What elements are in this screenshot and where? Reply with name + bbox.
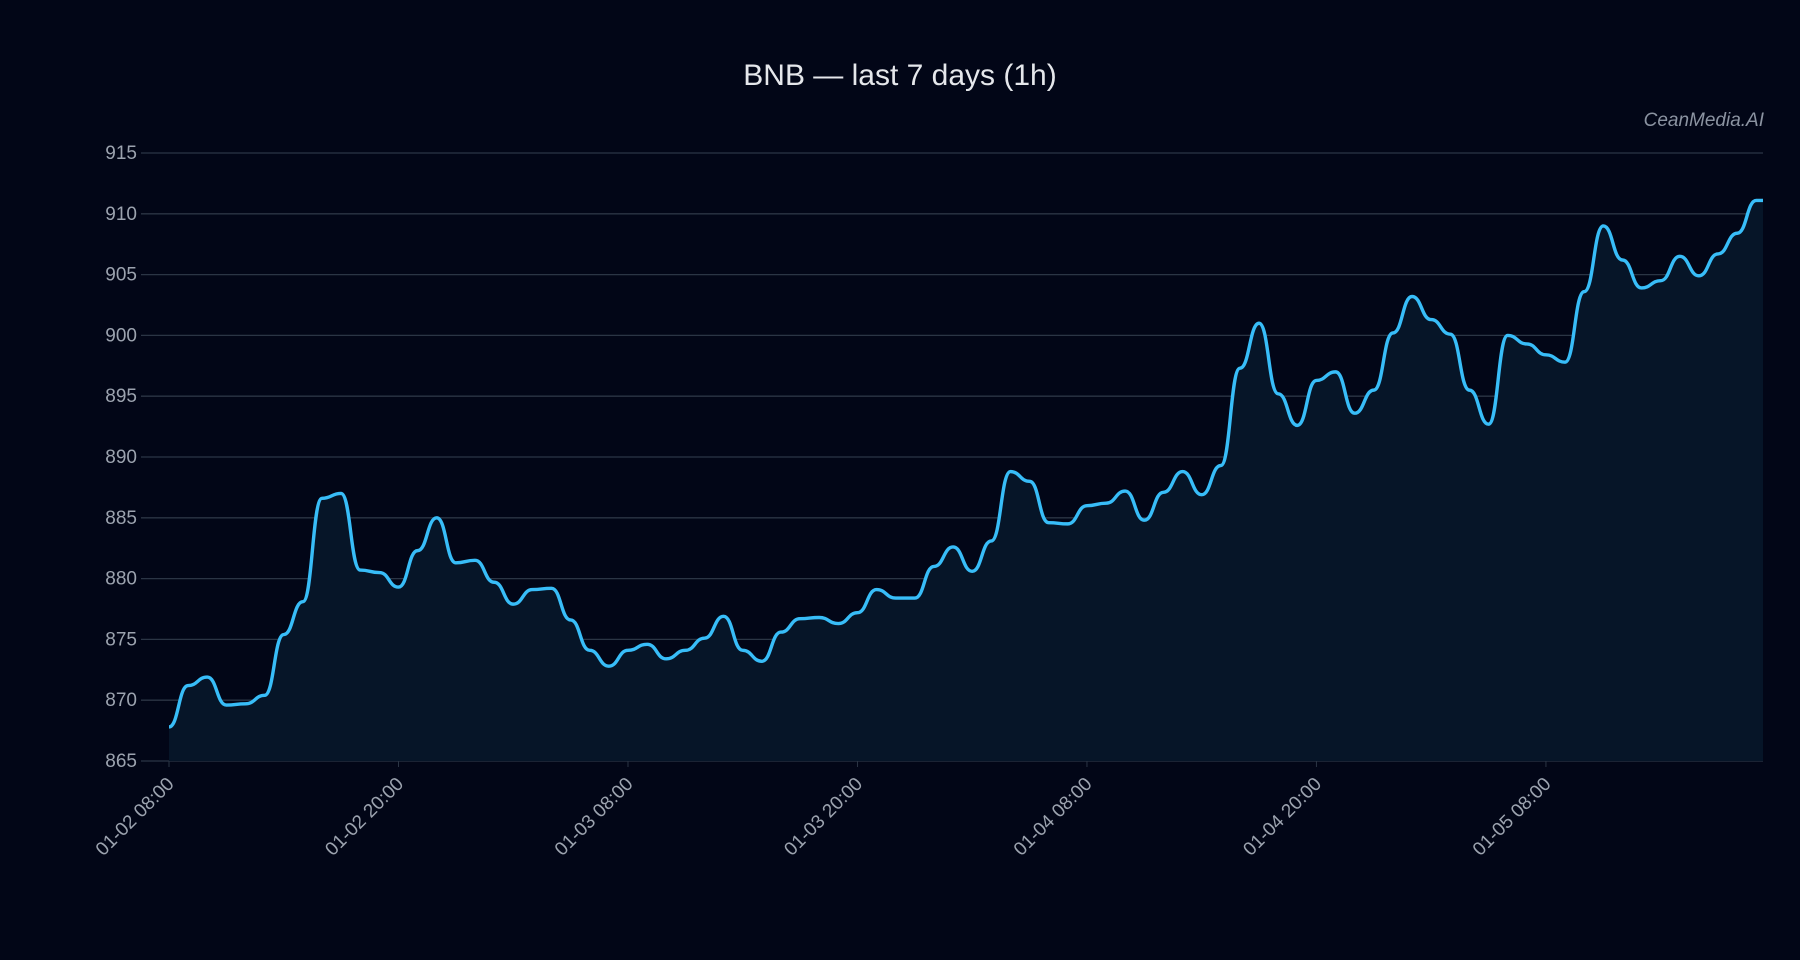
price-area	[169, 200, 1763, 761]
y-tick-label: 890	[105, 447, 137, 468]
y-tick-label: 880	[105, 569, 137, 590]
y-tick-label: 905	[105, 265, 137, 286]
y-tick-label: 875	[105, 629, 137, 650]
watermark: CeanMedia.AI	[1644, 110, 1765, 131]
y-tick-label: 870	[105, 690, 137, 711]
y-axis: 865 870 875 880 885 890 895 900 905 910 915	[105, 143, 137, 772]
x-tick-label: 01-03 08:00	[551, 774, 638, 861]
x-tick-label: 01-02 08:00	[92, 774, 179, 861]
x-tick-label: 01-04 20:00	[1239, 774, 1326, 861]
y-tick-label: 865	[105, 751, 137, 772]
chart-title: BNB — last 7 days (1h)	[743, 59, 1056, 92]
x-tick-label: 01-04 08:00	[1010, 774, 1097, 861]
x-tick-label: 01-02 20:00	[321, 774, 408, 861]
price-line	[168, 198, 1763, 729]
x-axis: 01-02 08:00 01-02 20:00 01-03 08:00 01-03 2…	[92, 761, 1556, 861]
x-tick-label: 01-03 20:00	[780, 774, 867, 861]
y-tick-label: 915	[105, 143, 137, 164]
y-tick-label: 895	[105, 386, 137, 407]
y-tick-label: 900	[105, 325, 137, 346]
y-tick-label: 910	[105, 204, 137, 225]
y-tick-label: 885	[105, 508, 137, 529]
x-tick-label: 01-05 08:00	[1469, 774, 1556, 861]
